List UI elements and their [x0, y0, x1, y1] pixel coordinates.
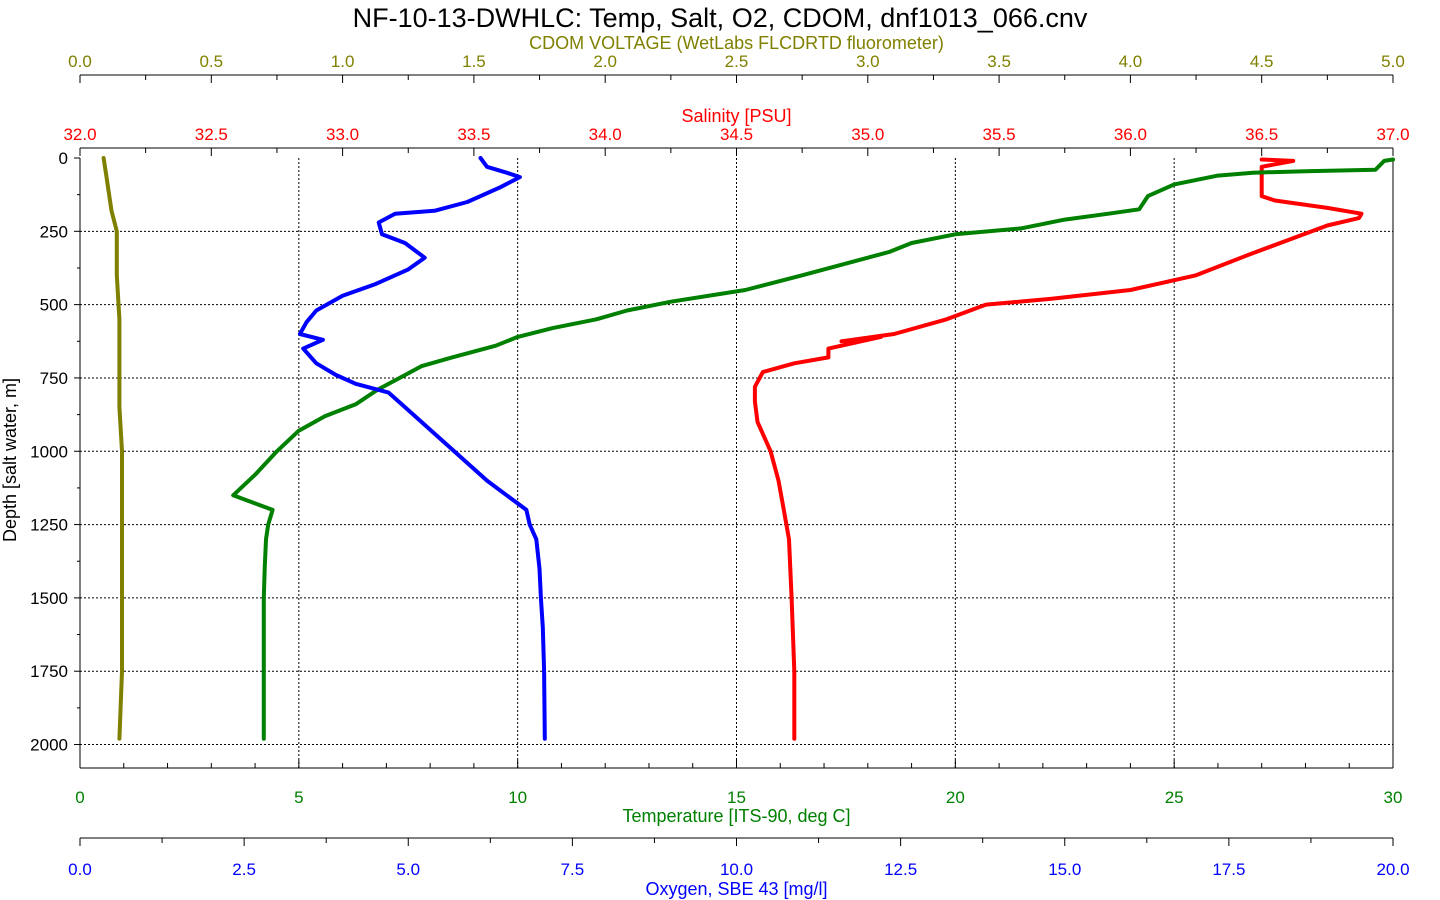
y-tick-label: 0 [59, 149, 68, 168]
temperature-tick-label: 5 [294, 788, 303, 807]
salinity-profile-line [752, 157, 1364, 741]
y-tick-label: 2000 [30, 736, 68, 755]
oxygen-tick-label: 7.5 [561, 860, 585, 879]
oxygen-tick-label: 20.0 [1376, 860, 1409, 879]
oxygen-tick-label: 0.0 [68, 860, 92, 879]
cdom-tick-label: 0.5 [199, 52, 223, 71]
grid [80, 158, 1393, 768]
oxygen-profile-line [297, 156, 547, 741]
temperature-profile-line [231, 157, 1395, 741]
cdom-tick-label: 4.0 [1119, 52, 1143, 71]
temperature-axis: 0 5 10 15 20 25 30 Temperature [ITS-90, deg C] [75, 760, 1402, 826]
salinity-tick-label: 35.5 [983, 125, 1016, 144]
y-tick-label: 1500 [30, 589, 68, 608]
y-tick-label: 1000 [30, 442, 68, 461]
salinity-tick-label: 32.5 [195, 125, 228, 144]
salinity-tick-label: 36.0 [1114, 125, 1147, 144]
cdom-tick-label: 4.5 [1250, 52, 1274, 71]
cdom-tick-label: 1.5 [462, 52, 486, 71]
oxygen-tick-label: 15.0 [1048, 860, 1081, 879]
temperature-axis-title: Temperature [ITS-90, deg C] [622, 806, 850, 826]
cdom-tick-label: 2.5 [725, 52, 749, 71]
temperature-tick-label: 20 [946, 788, 965, 807]
salinity-tick-label: 34.5 [720, 125, 753, 144]
cdom-tick-label: 0.0 [68, 52, 92, 71]
y-tick-label: 1250 [30, 516, 68, 535]
temperature-tick-label: 25 [1165, 788, 1184, 807]
series-layer [101, 156, 1395, 741]
oxygen-tick-label: 5.0 [396, 860, 420, 879]
cdom-axis: 0.0 0.5 1.0 1.5 2.0 2.5 3.0 3.5 4.0 4.5 5.0 CDOM VO… [68, 33, 1405, 83]
cdom-axis-title: CDOM VOLTAGE (WetLabs FLCDRTD fluoromete… [529, 33, 944, 53]
salinity-axis-title: Salinity [PSU] [681, 106, 791, 126]
temperature-tick-label: 15 [727, 788, 746, 807]
salinity-tick-label: 34.0 [589, 125, 622, 144]
oxygen-axis-title: Oxygen, SBE 43 [mg/l] [645, 879, 827, 899]
oxygen-tick-label: 10.0 [720, 860, 753, 879]
cdom-tick-label: 3.5 [987, 52, 1011, 71]
temperature-tick-label: 0 [75, 788, 84, 807]
oxygen-tick-label: 2.5 [232, 860, 256, 879]
temperature-tick-label: 10 [508, 788, 527, 807]
cdom-tick-label: 1.0 [331, 52, 355, 71]
cdom-tick-label: 2.0 [593, 52, 617, 71]
salinity-tick-label: 37.0 [1376, 125, 1409, 144]
cdom-tick-label: 5.0 [1381, 52, 1405, 71]
salinity-tick-label: 33.0 [326, 125, 359, 144]
y-axis-title: Depth [salt water, m] [0, 378, 20, 542]
salinity-tick-label: 36.5 [1245, 125, 1278, 144]
y-tick-label: 250 [40, 222, 68, 241]
oxygen-axis: 0.0 2.5 5.0 7.5 10.0 12.5 15.0 17.5 20.0 Oxygen, … [68, 837, 1410, 899]
salinity-tick-label: 33.5 [457, 125, 490, 144]
y-tick-label: 500 [40, 296, 68, 315]
salinity-tick-label: 35.0 [851, 125, 884, 144]
salinity-axis: 32.0 32.5 33.0 33.5 34.0 34.5 35.0 35.5 36.0 36.5… [63, 106, 1410, 156]
y-tick-label: 1750 [30, 662, 68, 681]
y-tick-label: 750 [40, 369, 68, 388]
cdom-profile-line [101, 156, 124, 741]
chart-title: NF-10-13-DWHLC: Temp, Salt, O2, CDOM, dn… [353, 3, 1088, 33]
temperature-tick-label: 30 [1384, 788, 1403, 807]
oxygen-tick-label: 12.5 [884, 860, 917, 879]
cdom-tick-label: 3.0 [856, 52, 880, 71]
oxygen-tick-label: 17.5 [1212, 860, 1245, 879]
salinity-tick-label: 32.0 [63, 125, 96, 144]
plot-frame [79, 158, 1394, 768]
